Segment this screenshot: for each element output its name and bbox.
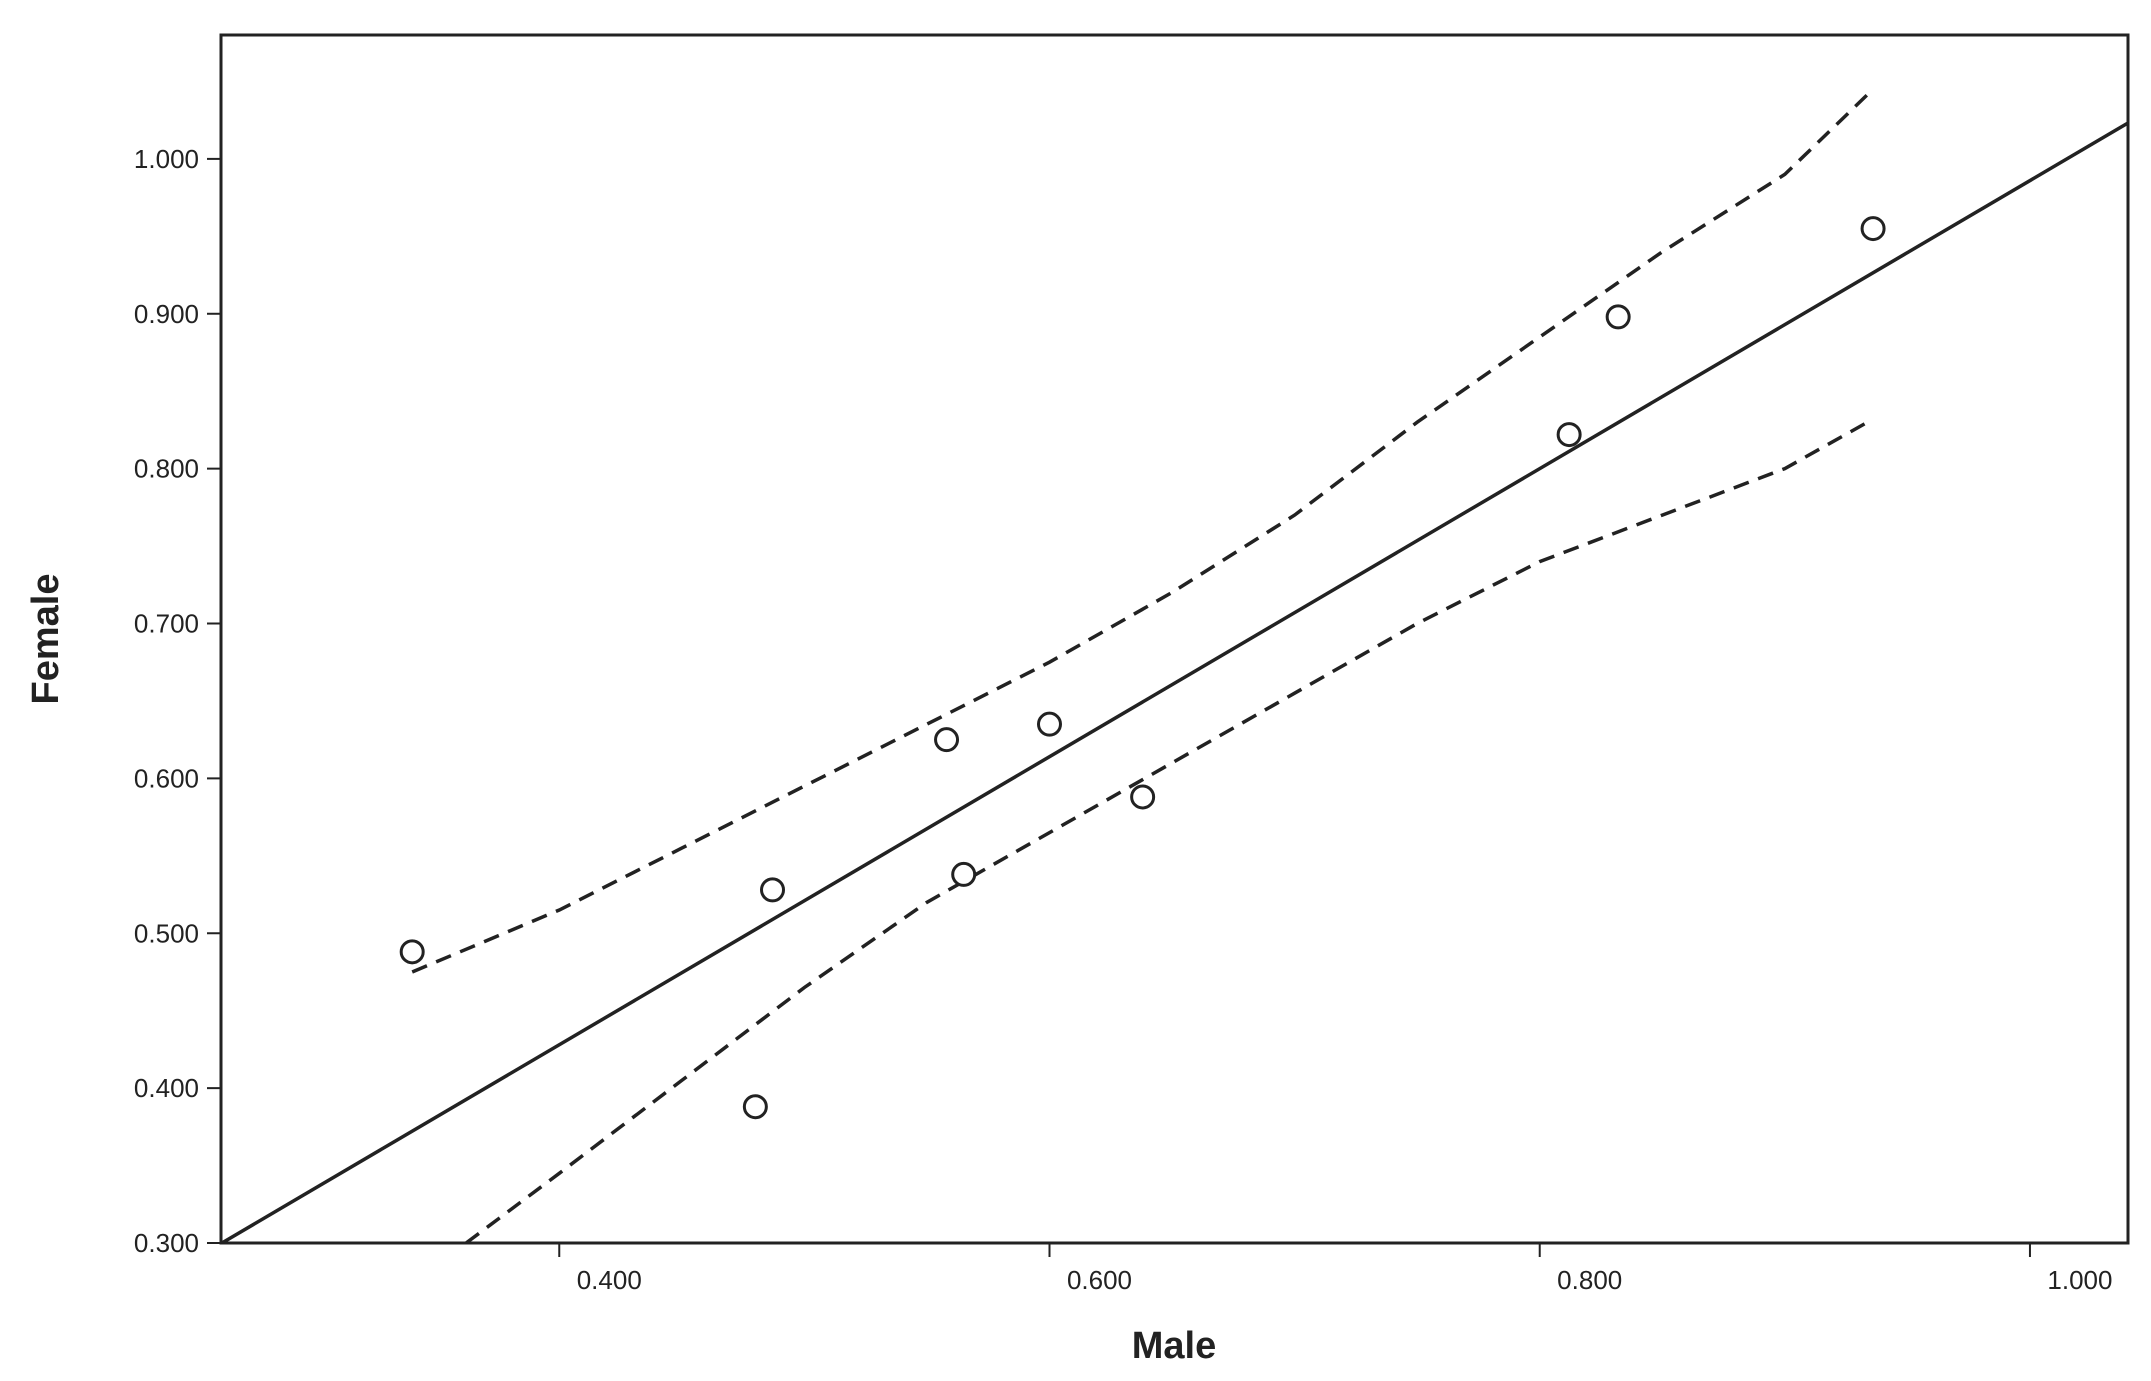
y-tick-label: 0.400 — [134, 1073, 199, 1103]
data-point — [1605, 304, 1631, 330]
marker-layer — [399, 216, 1886, 1120]
regression-line — [221, 121, 2128, 1243]
x-tick-label: 0.600 — [1067, 1265, 1132, 1295]
y-tick-label: 0.800 — [134, 454, 199, 484]
y-tick-label: 0.700 — [134, 609, 199, 639]
data-point — [951, 861, 977, 887]
y-tick-label: 0.500 — [134, 918, 199, 948]
data-point — [1130, 784, 1156, 810]
y-tick-label: 0.600 — [134, 763, 199, 793]
x-tick-label: 1.000 — [2047, 1265, 2112, 1295]
x-tick-label: 0.800 — [1557, 1265, 1622, 1295]
data-point — [760, 877, 786, 903]
confidence-band-lower — [465, 417, 1874, 1243]
x-tick-label: 0.400 — [577, 1265, 642, 1295]
y-axis: 0.300 0.400 0.500 0.600 0.700 0.800 0.900 1.000 — [134, 144, 221, 1258]
x-axis: 0.400 0.600 0.800 1.000 — [558, 1243, 2112, 1295]
y-tick-label: 0.300 — [134, 1228, 199, 1258]
y-tick-label: 0.900 — [134, 299, 199, 329]
data-point — [1036, 711, 1062, 737]
y-axis-title: Female — [25, 574, 67, 705]
series-layer — [221, 87, 2128, 1243]
data-point — [934, 727, 960, 753]
data-point — [1860, 216, 1886, 242]
y-tick-label: 1.000 — [134, 144, 199, 174]
data-point — [1556, 422, 1582, 448]
plot-frame — [219, 33, 2130, 1245]
x-axis-title: Male — [1132, 1325, 1216, 1367]
data-point — [399, 939, 425, 965]
data-point — [742, 1094, 768, 1120]
confidence-band-upper — [411, 87, 1875, 974]
